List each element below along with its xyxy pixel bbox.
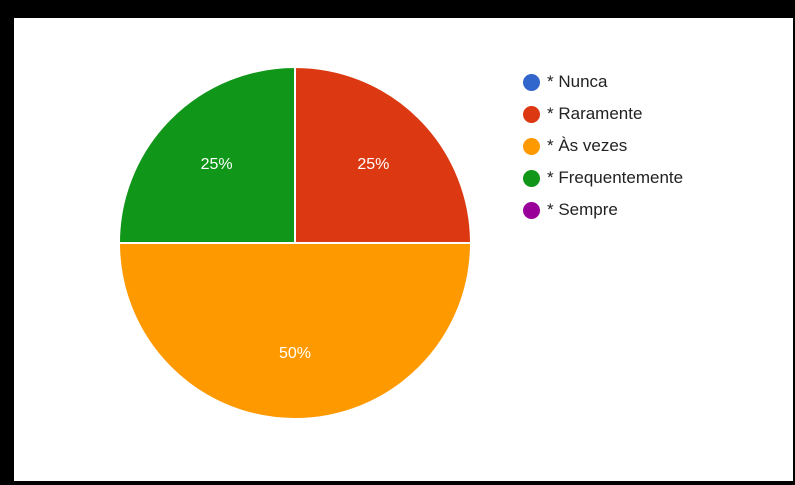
slice-value-label: 50%: [279, 345, 311, 362]
chart-legend: * Nunca * Raramente * Às vezes * Frequentem…: [523, 66, 683, 226]
legend-item[interactable]: * Nunca: [523, 66, 683, 98]
pie-chart: 25% 50% 25%: [117, 65, 473, 420]
slice-value-label: 25%: [357, 156, 389, 173]
legend-swatch-icon: [523, 105, 540, 123]
legend-item[interactable]: * Sempre: [523, 194, 683, 226]
legend-swatch-icon: [523, 73, 540, 91]
legend-swatch-icon: [523, 201, 540, 219]
legend-item[interactable]: * Frequentemente: [523, 162, 683, 194]
legend-label: * Nunca: [547, 72, 608, 91]
legend-item[interactable]: * Às vezes: [523, 130, 683, 162]
legend-swatch-icon: [523, 169, 540, 187]
pie-slice-1[interactable]: [294, 65, 473, 244]
pie-slice-3[interactable]: [117, 65, 296, 244]
pie-slice-2[interactable]: [117, 242, 473, 420]
legend-label: * Sempre: [547, 200, 618, 219]
legend-item[interactable]: * Raramente: [523, 98, 683, 130]
legend-label: * Raramente: [547, 104, 643, 123]
legend-label: * Às vezes: [547, 136, 628, 155]
legend-label: * Frequentemente: [547, 168, 684, 187]
slice-value-label: 25%: [201, 156, 233, 173]
legend-swatch-icon: [523, 137, 540, 155]
chart-panel: 25% 50% 25% * Nunca * Raramente * Às vezes * …: [14, 18, 793, 481]
